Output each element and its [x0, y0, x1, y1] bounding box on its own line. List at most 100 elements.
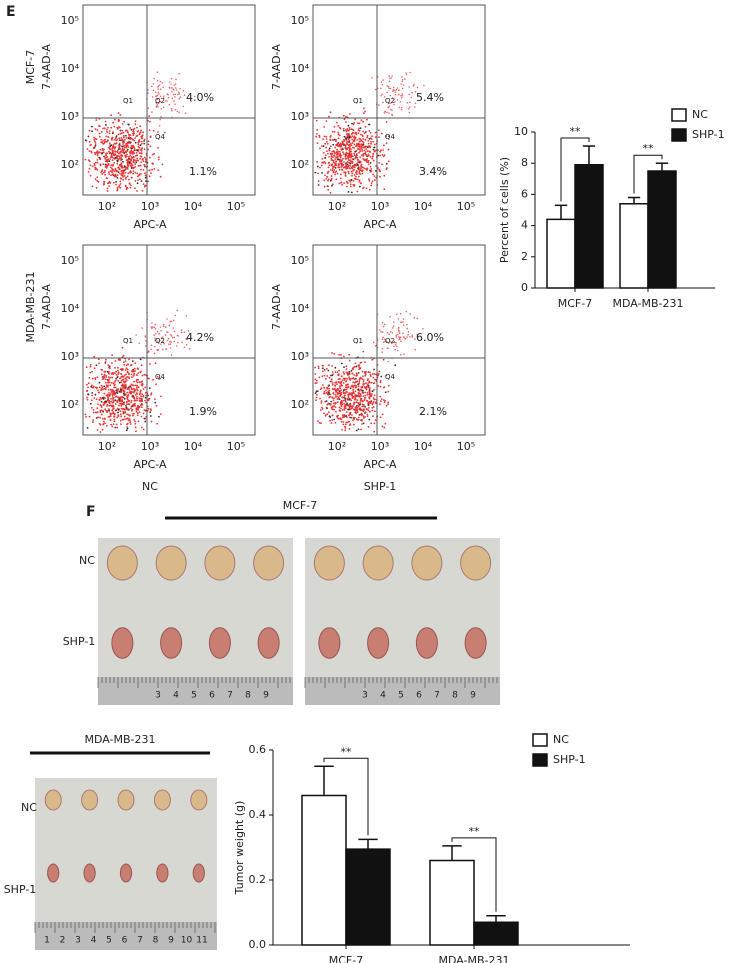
event-dot [104, 141, 106, 143]
event-dot [143, 160, 145, 162]
event-dot [352, 147, 354, 149]
event-dot [145, 410, 147, 412]
event-dot [128, 359, 130, 361]
event-dot [125, 394, 127, 396]
event-dot [341, 149, 343, 151]
event-dot [107, 382, 109, 384]
event-dot [368, 419, 370, 421]
x-tick-label: 10⁵ [457, 440, 475, 453]
event-dot [134, 388, 136, 390]
event-dot [356, 144, 358, 146]
event-dot [115, 181, 117, 183]
tumor [363, 546, 393, 580]
event-dot [386, 121, 388, 123]
event-dot [327, 370, 329, 372]
event-dot [126, 379, 128, 381]
event-dot [343, 421, 345, 423]
event-dot [383, 188, 385, 190]
event-dot [326, 138, 328, 140]
event-dot [99, 417, 101, 419]
event-dot [189, 348, 191, 350]
event-dot [368, 404, 370, 406]
event-dot [101, 173, 103, 175]
event-dot [100, 397, 102, 399]
event-dot [368, 407, 370, 409]
event-dot [96, 180, 98, 182]
event-dot [351, 175, 353, 177]
event-dot [120, 114, 122, 116]
event-dot [101, 131, 103, 133]
event-dot [320, 409, 322, 411]
event-dot [131, 391, 133, 393]
event-dot [141, 147, 143, 149]
event-dot [336, 122, 338, 124]
event-dot [348, 150, 350, 152]
event-dot [173, 88, 175, 90]
ruler-label: 9 [168, 936, 174, 946]
event-dot [157, 88, 159, 90]
event-dot [102, 424, 104, 426]
event-dot [102, 389, 104, 391]
event-dot [328, 393, 330, 395]
bar [302, 796, 346, 946]
x-tick-label: MDA-MB-231 [612, 297, 683, 310]
event-dot [363, 107, 365, 109]
event-dot [407, 102, 409, 104]
event-dot [130, 187, 132, 189]
event-dot [149, 121, 151, 123]
event-dot [122, 175, 124, 177]
event-dot [120, 164, 122, 166]
event-dot [331, 396, 333, 398]
event-dot [116, 401, 118, 403]
event-dot [120, 130, 122, 132]
event-dot [104, 422, 106, 424]
event-dot [368, 163, 370, 165]
event-dot [332, 144, 334, 146]
event-dot [354, 154, 356, 156]
event-dot [157, 71, 159, 73]
event-dot [95, 394, 97, 396]
event-dot [105, 361, 107, 363]
plot-frame [83, 245, 255, 435]
event-dot [121, 149, 123, 151]
event-dot [358, 152, 360, 154]
plot-frame [83, 5, 255, 195]
tumor [84, 864, 95, 882]
event-dot [128, 373, 130, 375]
event-dot [141, 406, 143, 408]
event-dot [389, 75, 391, 77]
event-dot [134, 368, 136, 370]
event-dot [360, 168, 362, 170]
event-dot [138, 165, 140, 167]
event-dot [136, 374, 138, 376]
event-dot [333, 399, 335, 401]
event-dot [367, 135, 369, 137]
event-dot [108, 163, 110, 165]
event-dot [354, 382, 356, 384]
event-dot [110, 401, 112, 403]
event-dot [356, 171, 358, 173]
event-dot [345, 385, 347, 387]
event-dot [157, 331, 159, 333]
tumor [48, 864, 59, 882]
event-dot [91, 395, 93, 397]
event-dot [120, 413, 122, 415]
event-dot [360, 169, 362, 171]
event-dot [144, 166, 146, 168]
event-dot [359, 180, 361, 182]
event-dot [94, 367, 96, 369]
event-dot [152, 326, 154, 328]
event-dot [370, 166, 372, 168]
event-dot [109, 142, 111, 144]
event-dot [172, 337, 174, 339]
event-dot [105, 359, 107, 361]
event-dot [393, 89, 395, 91]
event-dot [94, 167, 96, 169]
event-dot [129, 162, 131, 164]
event-dot [349, 428, 351, 430]
event-dot [317, 420, 319, 422]
event-dot [177, 342, 179, 344]
event-dot [185, 113, 187, 115]
event-dot [402, 321, 404, 323]
event-dot [89, 130, 91, 132]
